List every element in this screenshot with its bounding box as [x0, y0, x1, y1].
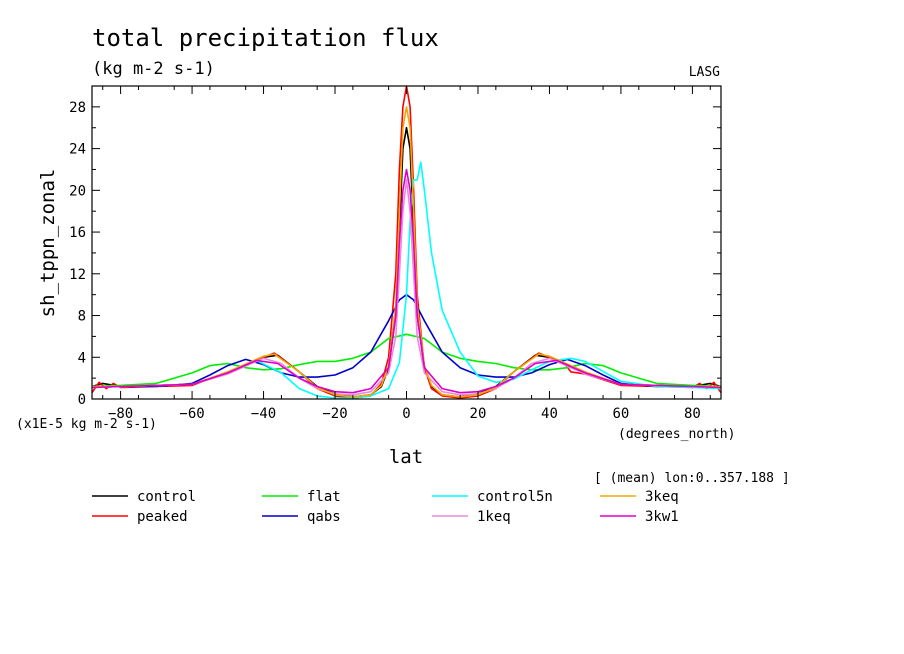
y-tick-label: 0 [78, 392, 86, 408]
legend-label-control5n: control5n [477, 489, 553, 505]
x-tick-label: 40 [541, 406, 558, 422]
series-line-3kw1 [91, 168, 722, 394]
x-tick-label: −40 [251, 406, 276, 422]
legend-label-qabs: qabs [307, 509, 341, 525]
series-line-peaked [91, 85, 722, 399]
y-tick-label: 28 [69, 100, 86, 116]
chart-title: total precipitation flux [92, 24, 439, 52]
y-tick-label: 12 [69, 267, 86, 283]
y-tick-label: 16 [69, 225, 86, 241]
series-line-control [91, 126, 722, 398]
legend-label-1keq: 1keq [477, 509, 511, 525]
x-units-label: (degrees_north) [618, 427, 735, 442]
legend: control peaked flat qabs control5n 1keq 3keq 3k… [92, 489, 679, 525]
corner-label: LASG [689, 65, 720, 80]
x-tick-label: −60 [179, 406, 204, 422]
plot-lines [91, 85, 722, 399]
x-tick-label: −20 [322, 406, 347, 422]
x-tick-label: 60 [613, 406, 630, 422]
series-line-flat [91, 333, 722, 388]
x-tick-label: 80 [684, 406, 701, 422]
plot-frame [91, 85, 722, 400]
series-line-qabs [91, 293, 722, 389]
y-tick-label: 8 [78, 309, 86, 325]
x-tick-label: 20 [470, 406, 487, 422]
y-tick-label: 24 [69, 142, 86, 158]
x-axis-label: lat [389, 446, 423, 468]
x-ticks: −80 −60 −40 −20 0 20 40 60 80 [102, 86, 711, 422]
legend-label-flat: flat [307, 489, 341, 505]
legend-label-3kw1: 3kw1 [645, 509, 679, 525]
x-tick-label: −80 [108, 406, 133, 422]
chart-subtitle: (kg m-2 s-1) [92, 59, 215, 79]
legend-label-3keq: 3keq [645, 489, 679, 505]
series-line-1keq [91, 179, 722, 396]
mean-note: [ (mean) lon:0..357.188 ] [594, 471, 790, 486]
y-tick-label: 20 [69, 183, 86, 199]
series-line-control5n [91, 161, 722, 399]
y-ticks: 0 4 8 12 16 20 24 28 [69, 100, 721, 408]
series-line-3keq [92, 106, 721, 398]
y-tick-label: 4 [78, 350, 86, 366]
legend-label-peaked: peaked [137, 509, 188, 525]
legend-label-control: control [137, 489, 196, 505]
y-axis-label: sh_tppn_zonal [37, 169, 59, 318]
x-tick-label: 0 [402, 406, 410, 422]
y-scale-note: (x1E-5 kg m-2 s-1) [16, 417, 157, 432]
